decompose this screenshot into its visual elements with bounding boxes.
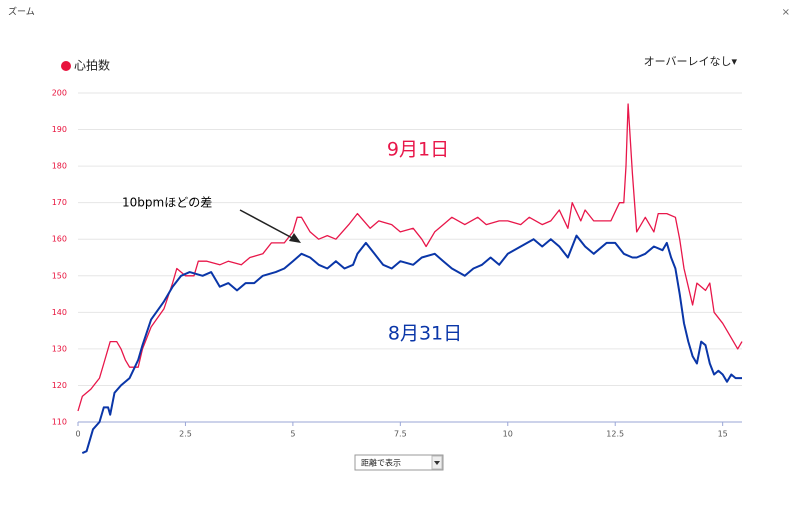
x-tick-label: 12.5 xyxy=(606,430,624,439)
series-line xyxy=(81,234,742,455)
dialog-title: ズーム xyxy=(8,6,35,18)
x-tick-label: 2.5 xyxy=(179,430,192,439)
y-tick-label: 190 xyxy=(52,125,67,134)
y-tick-label: 140 xyxy=(52,308,67,317)
difference-annotation: 10bpmほどの差 xyxy=(122,196,212,210)
close-button[interactable]: × xyxy=(782,7,790,18)
x-tick-label: 10 xyxy=(503,430,513,439)
y-tick-label: 130 xyxy=(52,344,67,353)
view-select[interactable] xyxy=(354,454,444,471)
y-tick-label: 170 xyxy=(52,198,67,207)
series-annotation: 8月31日 xyxy=(388,323,462,345)
y-tick-label: 120 xyxy=(52,381,67,390)
overlay-menu[interactable]: オーバーレイなし▾ xyxy=(644,55,738,68)
select-arrow xyxy=(434,461,440,465)
x-tick-label: 15 xyxy=(718,430,728,439)
x-tick-label: 7.5 xyxy=(394,430,407,439)
y-tick-label: 200 xyxy=(52,89,67,98)
x-tick-label: 0 xyxy=(75,430,80,439)
legend-marker xyxy=(61,61,71,71)
y-tick-label: 160 xyxy=(52,235,67,244)
annotation-arrow xyxy=(239,209,297,241)
y-tick-label: 150 xyxy=(52,271,67,280)
series-line xyxy=(77,103,743,412)
y-tick-label: 180 xyxy=(52,162,67,171)
view-select-label: 距離で表示 xyxy=(361,458,401,468)
x-tick-label: 5 xyxy=(290,430,295,439)
series-annotation: 9月1日 xyxy=(387,139,449,161)
y-tick-label: 110 xyxy=(52,418,67,427)
annotation-arrowhead xyxy=(289,233,301,243)
legend-label: 心拍数 xyxy=(74,58,110,73)
